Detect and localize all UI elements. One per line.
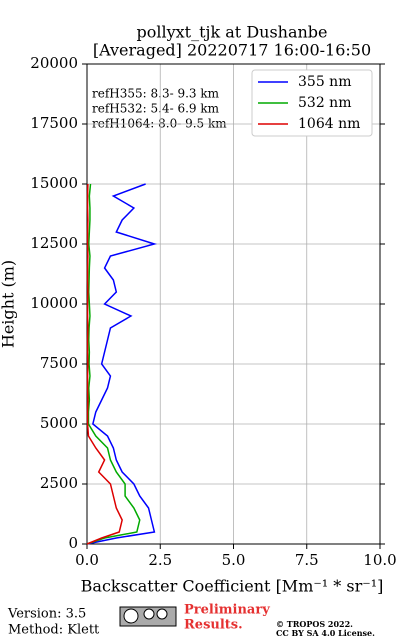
title: [Averaged] 20220717 16:00-16:50	[93, 41, 371, 60]
profile-line	[86, 183, 141, 545]
y-tick-label: 7500	[40, 354, 78, 372]
legend-box	[251, 69, 373, 137]
profile-line	[86, 183, 123, 545]
legend-label: 355 nm	[298, 74, 351, 90]
legend: 355 nm 532 nm 1064 nm	[251, 69, 373, 137]
profile-line	[86, 183, 158, 545]
version: Version: 3.5	[7, 607, 86, 622]
status: Preliminary	[184, 603, 270, 618]
y-axis-label: Height (m)	[0, 260, 18, 348]
y-tick-label: 17500	[30, 114, 78, 132]
annotation: refH1064: 8.0- 9.5 km	[92, 117, 227, 131]
cc-logo	[119, 606, 177, 627]
y-tick-label: 0	[68, 534, 78, 552]
x-tick-label: 10.0	[363, 551, 396, 569]
annotation: refH355: 8.3- 9.3 km	[92, 87, 220, 101]
y-tick-label: 5000	[40, 414, 78, 432]
title: pollyxt_tjk at Dushanbe	[136, 23, 327, 42]
y-tick-label: 20000	[30, 54, 78, 72]
y-tick-label: 12500	[30, 234, 78, 252]
annotation: refH532: 5.4- 6.9 km	[92, 102, 220, 116]
copyright: CC BY SA 4.0 License.	[276, 628, 375, 638]
legend-label: 532 nm	[298, 95, 351, 111]
legend-label: 1064 nm	[298, 116, 360, 132]
x-axis-label: Backscatter Coefficient [Mm⁻¹ * sr⁻¹]	[81, 577, 384, 596]
y-tick-label: 15000	[30, 174, 78, 192]
x-tick-label: 2.5	[148, 551, 172, 569]
y-tick-label: 2500	[40, 474, 78, 492]
x-tick-label: 5.0	[222, 551, 246, 569]
status: Results.	[184, 618, 243, 633]
x-tick-label: 0.0	[75, 551, 99, 569]
x-tick-label: 7.5	[295, 551, 319, 569]
copyright: © TROPOS 2022.	[276, 619, 353, 629]
method: Method: Klett	[8, 623, 100, 638]
y-tick-label: 10000	[30, 294, 78, 312]
